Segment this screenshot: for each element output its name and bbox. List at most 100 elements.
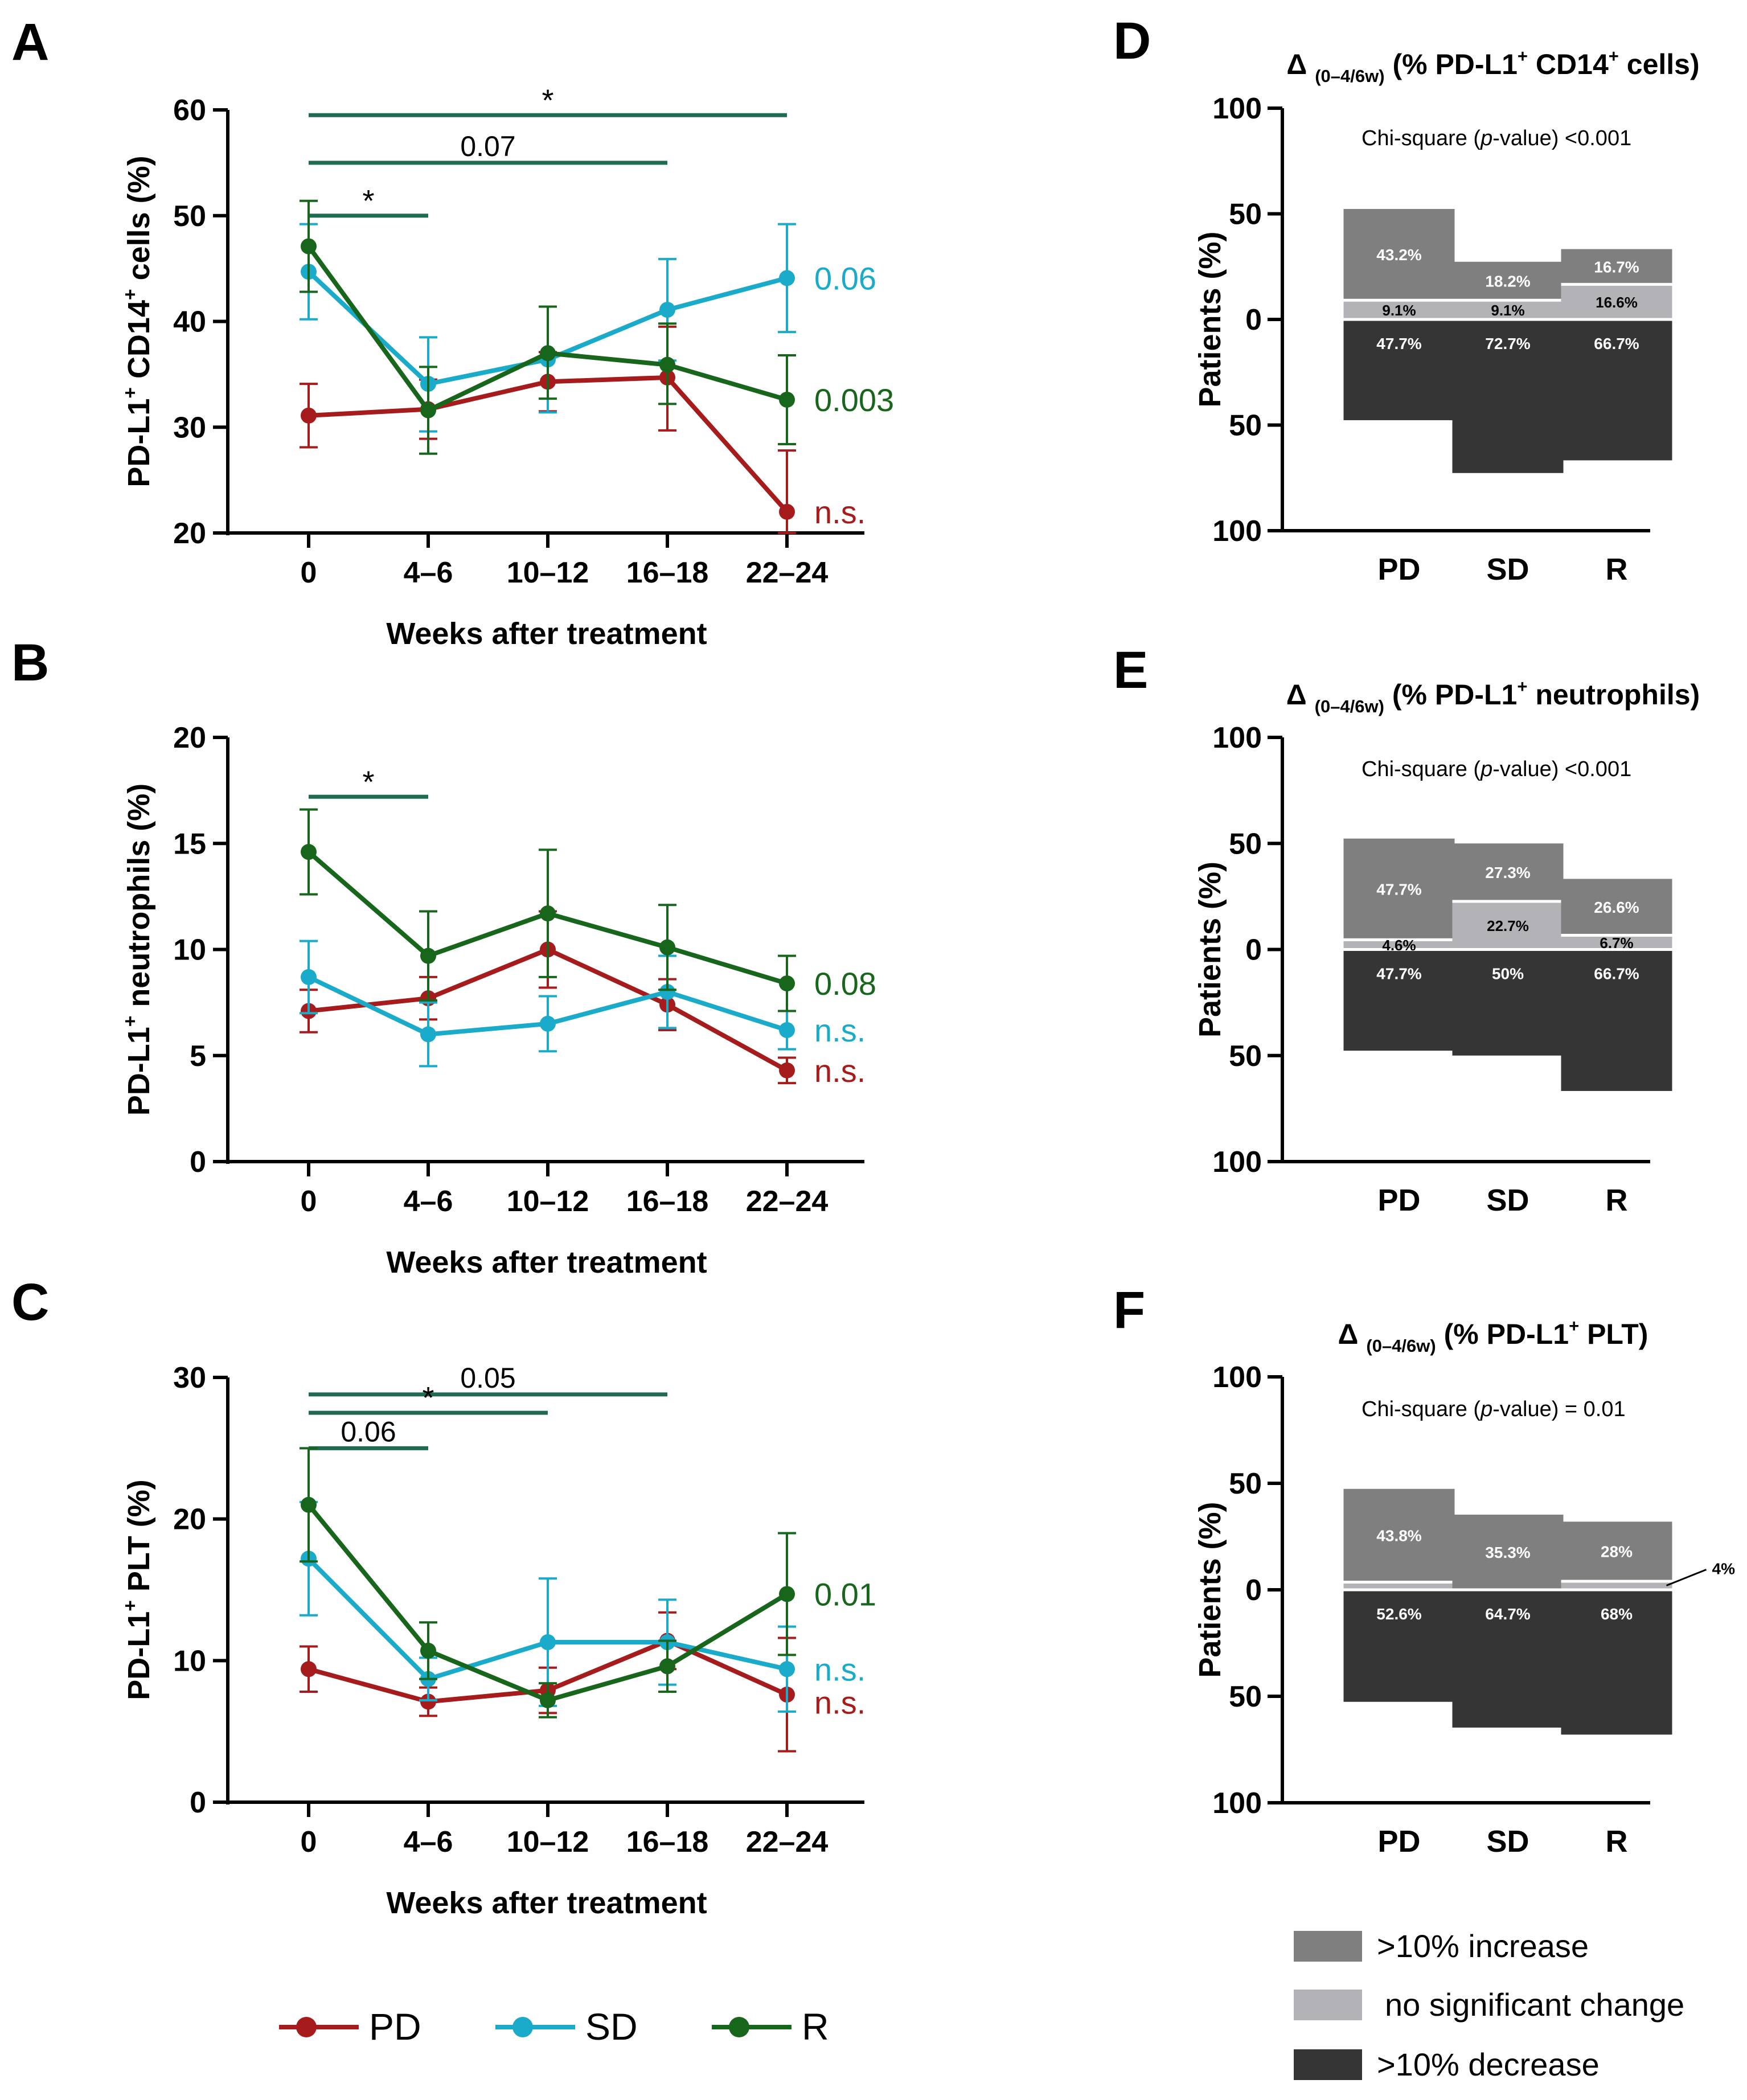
chart-title-part: + (1609, 46, 1619, 66)
chart-title-part: (0–4/6w) (1366, 1336, 1436, 1356)
x-category-label: R (1606, 1183, 1628, 1217)
x-axis-title: Weeks after treatment (386, 1245, 707, 1279)
legends: PD SD R >10% increase no significant change >… (279, 1928, 1684, 2082)
series-end-label: 0.06 (814, 260, 876, 296)
chart-title-part: (% PD-L1 (1384, 679, 1517, 711)
panel-letter: F (1113, 1281, 1145, 1339)
chart-title-part: + (1517, 676, 1527, 696)
data-point (779, 1022, 795, 1039)
bar-group-PD: 52.6% 43.8% PD (1343, 1488, 1455, 1859)
x-category-label: PD (1377, 1183, 1420, 1217)
y-tick-label: 0 (190, 1146, 206, 1179)
y-tick-label: 30 (173, 411, 206, 444)
value-label-nochange: 4% (1712, 1560, 1736, 1578)
legend-swatch (1294, 1990, 1362, 2020)
value-label-increase: 26.6% (1594, 899, 1639, 916)
legend-item-decrease: >10% decrease (1294, 2046, 1600, 2082)
x-tick-label: 0 (301, 1826, 317, 1859)
chart-title-part: (0–4/6w) (1315, 696, 1384, 716)
y-tick-label: 50 (1229, 409, 1262, 442)
y-tick-label: 10 (173, 1644, 206, 1677)
x-category-label: R (1606, 552, 1628, 586)
value-label-increase: 28% (1601, 1543, 1633, 1561)
value-label-decrease: 66.7% (1594, 965, 1639, 983)
significance-label: * (422, 1381, 434, 1415)
y-tick-label: 100 (1212, 92, 1262, 125)
bar-segment-increase (1561, 249, 1672, 285)
chart-title-part: + (1569, 1316, 1579, 1336)
series-end-label: n.s. (814, 1053, 866, 1089)
chi-square-annotation: Chi-square (p-value) <0.001 (1361, 757, 1631, 781)
legend-item-SD: SD (495, 2005, 638, 2048)
bar-segment-decrease (1561, 949, 1672, 1091)
annotation-part: -value) <0.001 (1492, 757, 1631, 781)
value-label-nochange: 6.7% (1600, 934, 1633, 951)
value-label-nochange: 4.6% (1382, 937, 1416, 954)
x-category-label: SD (1486, 1183, 1529, 1217)
bar-segment-nochange (1343, 300, 1455, 319)
data-point (301, 969, 317, 985)
x-category-label: R (1606, 1824, 1628, 1859)
x-tick-label: 10–12 (507, 556, 589, 589)
y-axis-title: Patients (%) (1193, 1502, 1227, 1677)
y-axis-title-part: PD-L1 (122, 399, 156, 487)
chart-title-part: (0–4/6w) (1315, 66, 1384, 86)
y-tick-label: 50 (1229, 827, 1262, 860)
legend-label: R (802, 2005, 829, 2048)
y-tick-label: 50 (1229, 1680, 1262, 1713)
y-axis-title: PD-L1+ PLT (%) (120, 1479, 156, 1700)
data-point (420, 402, 436, 419)
x-tick-label: 16–18 (626, 556, 709, 589)
annotation-part: Chi-square ( (1361, 1397, 1481, 1421)
x-category-label: PD (1377, 552, 1420, 586)
data-point (779, 1062, 795, 1078)
bar-segment-decrease (1561, 319, 1672, 461)
x-category-label: SD (1486, 552, 1529, 586)
value-label-nochange: 16.6% (1596, 294, 1638, 311)
bar-group-SD: 72.7% 18.2% 9.1% SD (1452, 261, 1564, 586)
bar-segment-decrease (1561, 1590, 1672, 1735)
y-tick-label: 40 (173, 306, 206, 339)
chart-title-part: Δ (1286, 48, 1315, 80)
panel-F: F Δ (0–4/6w) (% PD-L1+ PLT) Chi-square (p-… (1113, 1281, 1735, 1859)
y-axis-title: Patients (%) (1193, 862, 1227, 1037)
data-point (301, 238, 317, 255)
y-tick-label: 50 (1229, 198, 1262, 231)
series-end-label: 0.003 (814, 382, 894, 418)
data-point (540, 1692, 556, 1708)
chi-square-annotation: Chi-square (p-value) <0.001 (1361, 126, 1631, 150)
panel-letter: B (11, 634, 49, 692)
chart-title: Δ (0–4/6w) (% PD-L1+ neutrophils) (1286, 676, 1700, 716)
y-tick-label: 100 (1212, 1146, 1262, 1179)
significance-label: 0.05 (460, 1362, 515, 1394)
y-axis-title-part: CD14 (122, 300, 156, 387)
y-axis-title-part: + (120, 289, 141, 300)
x-category-label: PD (1377, 1824, 1420, 1859)
callout-leader (1666, 1569, 1707, 1586)
panel-C: C 0 10 20 30 0 4–6 10–12 16–18 22–24 Weeks after t… (11, 1273, 876, 1920)
bar-segment-increase (1343, 838, 1455, 940)
data-point (301, 407, 317, 424)
data-point (779, 975, 795, 992)
y-tick-label: 0 (1245, 303, 1262, 337)
legend-marker (729, 2017, 749, 2037)
bar-group-R: 66.7% 16.7% 16.6% R (1561, 249, 1672, 586)
y-axis-title-part: neutrophils (%) (122, 784, 156, 1016)
value-label-decrease: 68% (1601, 1605, 1633, 1623)
significance-label: 0.06 (341, 1416, 396, 1447)
bar-segment-increase (1452, 1514, 1564, 1590)
value-label-increase: 27.3% (1485, 864, 1530, 881)
chart-title-part: Δ (1286, 679, 1315, 711)
y-axis-title: PD-L1+ CD14+ cells (%) (120, 155, 156, 487)
panel-E: E Δ (0–4/6w) (% PD-L1+ neutrophils) Chi-sq… (1113, 641, 1700, 1217)
x-axis-title: Weeks after treatment (386, 617, 707, 651)
legend-swatch (1294, 2049, 1362, 2080)
chart-title: Δ (0–4/6w) (% PD-L1+ PLT) (1338, 1316, 1648, 1356)
x-tick-label: 0 (301, 1185, 317, 1218)
bar-segment-nochange (1561, 935, 1672, 950)
panel-letter: E (1113, 641, 1148, 699)
data-point (659, 939, 675, 955)
series-end-label: 0.08 (814, 966, 876, 1002)
